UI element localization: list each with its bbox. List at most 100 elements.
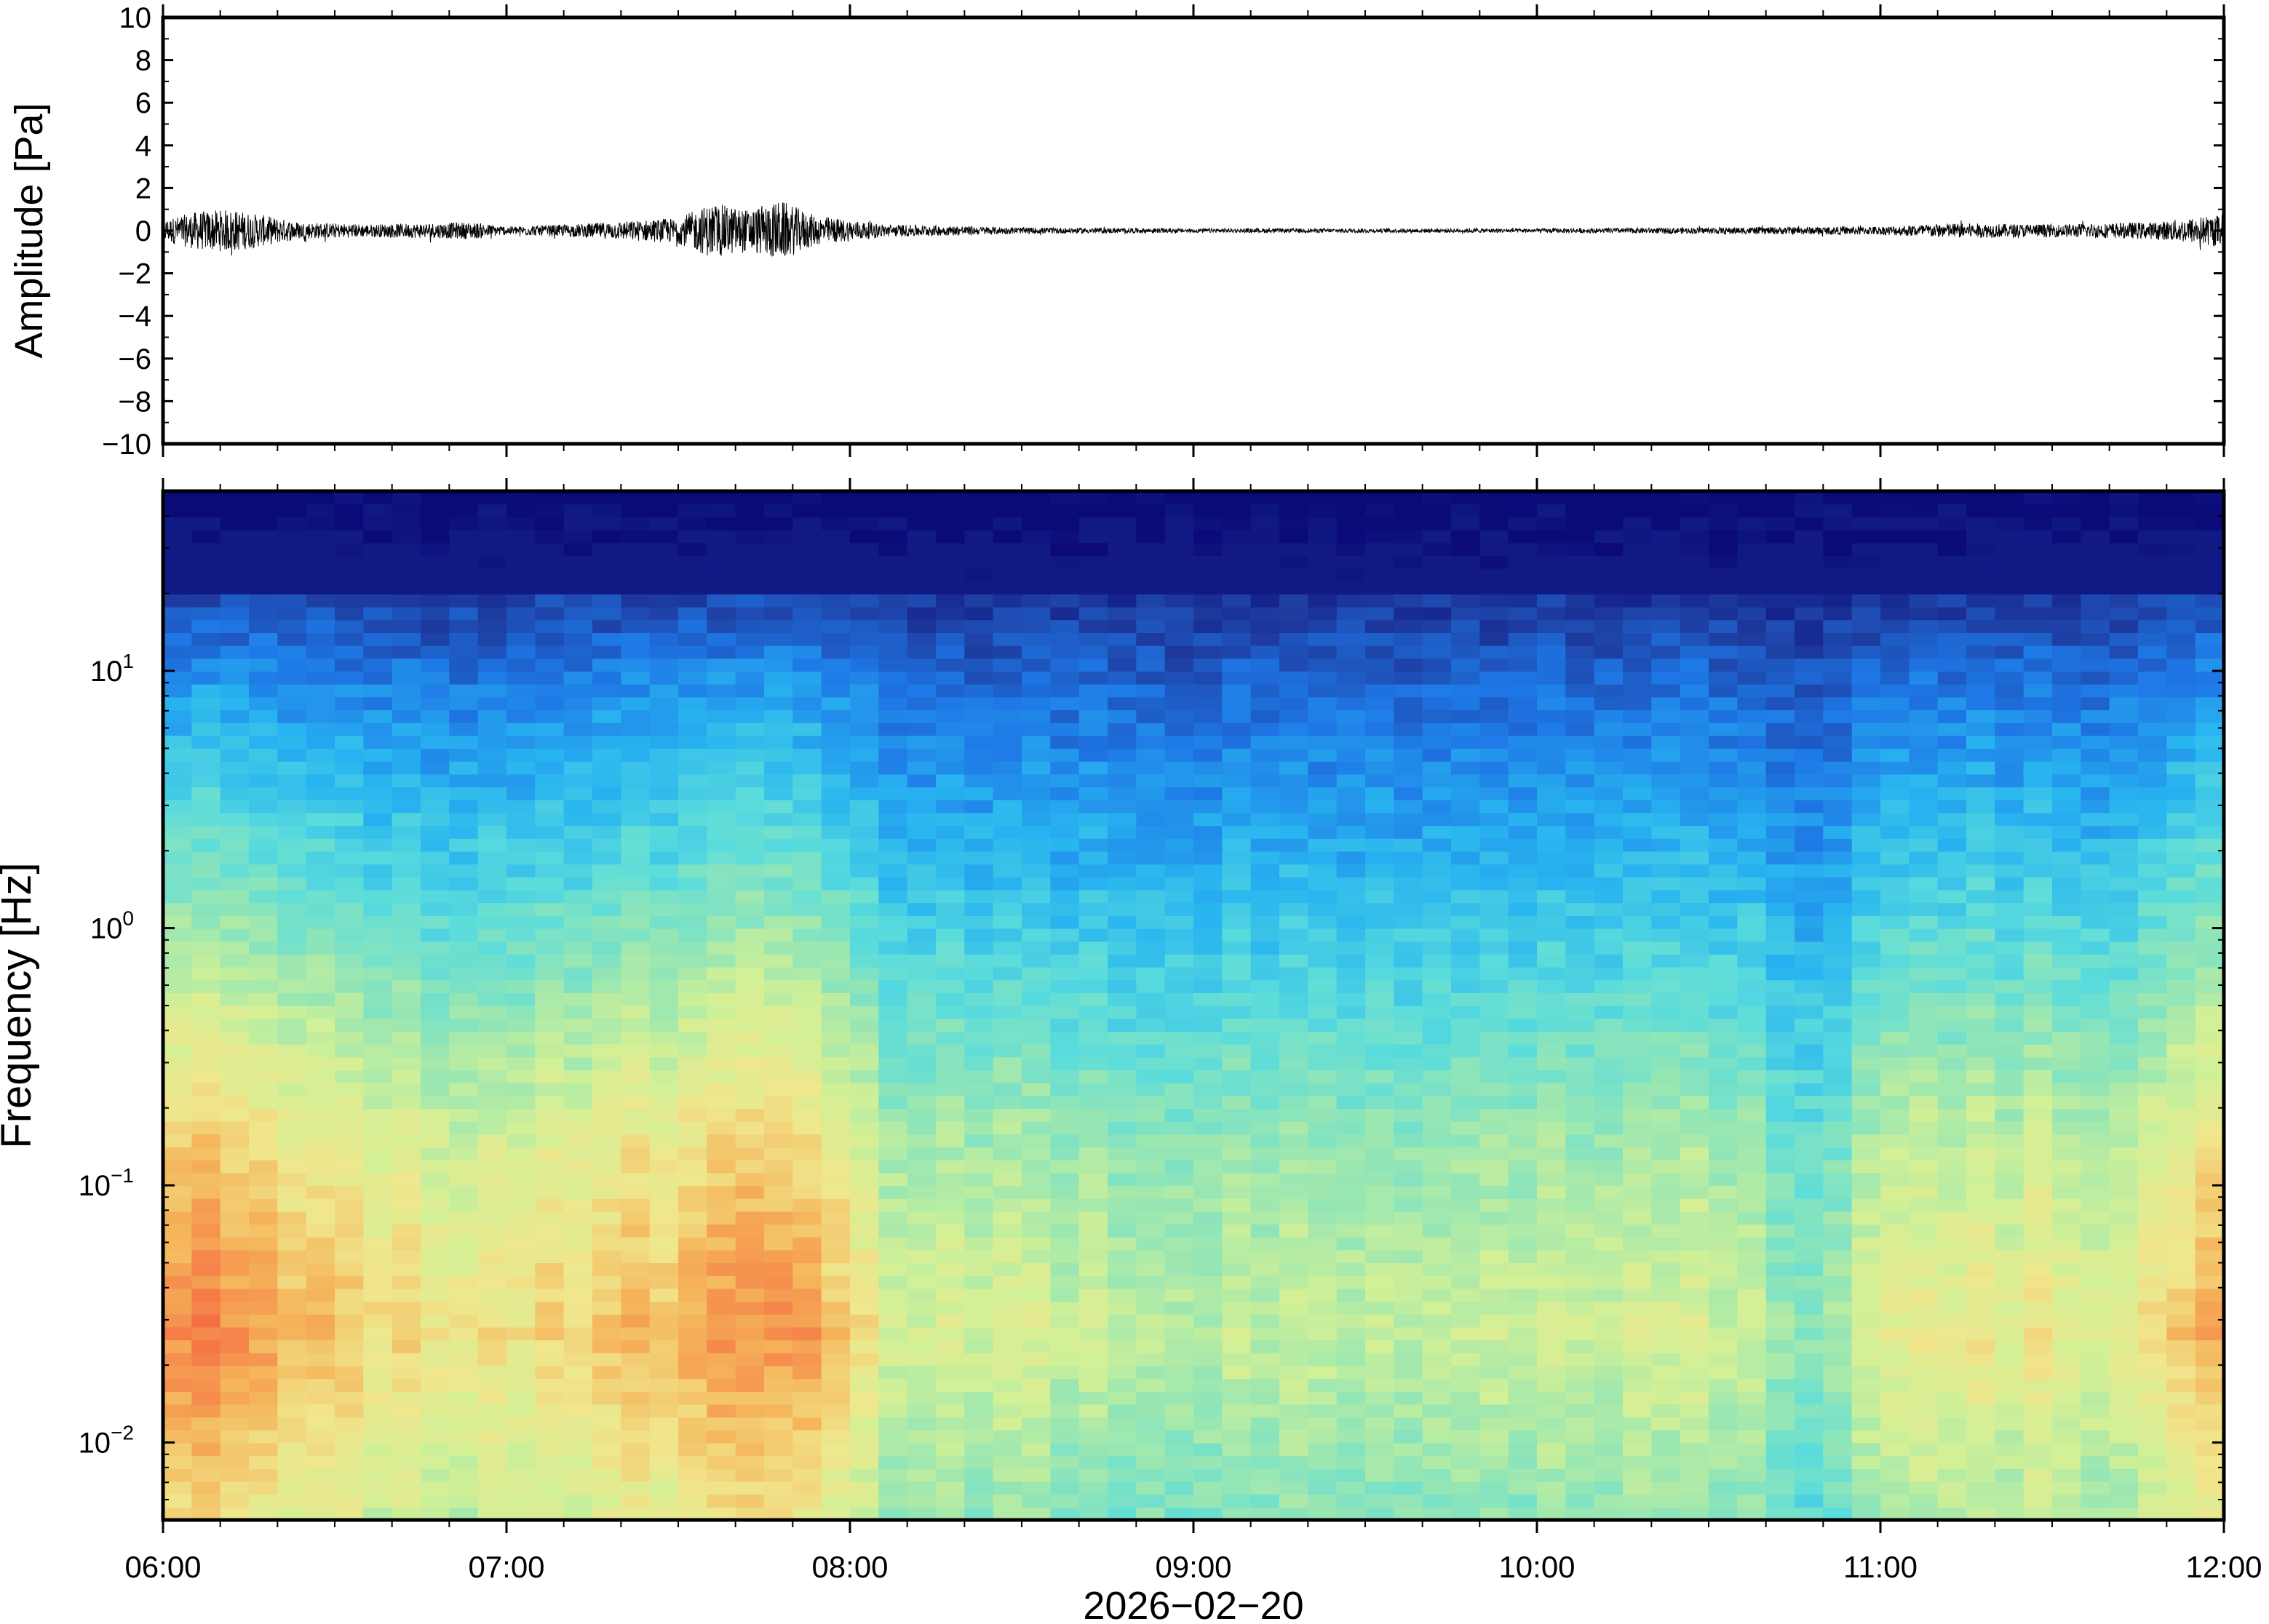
spectrogram-cell — [449, 671, 479, 685]
spectrogram-cell — [735, 1185, 765, 1199]
spectrogram-cell — [392, 723, 421, 736]
spectrogram-cell — [1108, 1314, 1137, 1328]
spectrogram-cell — [1250, 645, 1280, 659]
spectrogram-cell — [1279, 954, 1308, 968]
spectrogram-cell — [678, 696, 707, 711]
spectrogram-cell — [1680, 607, 1709, 621]
spectrogram-cell — [735, 1262, 765, 1276]
spectrogram-cell — [1765, 632, 1795, 646]
spectrogram-cell — [821, 1442, 851, 1457]
spectrogram-cell — [1623, 709, 1652, 723]
spectrogram-cell — [621, 1365, 651, 1380]
spectrogram-cell — [1222, 645, 1252, 659]
spectrogram-cell — [1851, 1288, 1881, 1302]
spectrogram-cell — [306, 619, 335, 634]
spectrogram-cell — [1422, 1326, 1452, 1341]
spectrogram-cell — [363, 1185, 393, 1199]
spectrogram-cell — [936, 812, 965, 827]
spectrogram-cell — [1193, 491, 1223, 505]
spectrogram-cell — [1136, 979, 1166, 993]
spectrogram-cell — [592, 1237, 621, 1251]
spectrogram-cell — [392, 1198, 421, 1212]
spectrogram-cell — [363, 1095, 393, 1109]
spectrogram-cell — [1336, 1301, 1366, 1315]
spectrogram-cell — [936, 581, 965, 594]
spectrogram-cell — [821, 1262, 851, 1276]
spectrogram-cell — [1279, 696, 1308, 711]
spectrogram-cell — [1851, 619, 1881, 634]
spectrogram-cell — [1193, 1160, 1223, 1174]
spectrogram-cell — [1565, 607, 1595, 621]
spectrogram-cell — [1565, 568, 1595, 582]
spectrogram-cell — [1279, 607, 1308, 621]
spectrogram-cell — [1050, 581, 1080, 594]
spectrogram-cell — [1394, 915, 1423, 929]
spectrogram-cell — [993, 992, 1022, 1006]
spectrogram-cell — [1365, 696, 1394, 711]
spectrogram-cell — [1737, 1044, 1767, 1058]
spectrogram-cell — [1795, 1160, 1824, 1174]
spectrogram-cell — [335, 1507, 364, 1521]
spectrogram-cell — [1880, 1160, 1910, 1174]
spectrogram-cell — [936, 503, 965, 517]
spectrogram-cell — [821, 1211, 851, 1225]
spectrogram-cell — [592, 928, 621, 942]
spectrogram-cell — [1050, 632, 1080, 646]
spectrogram-cell — [220, 581, 250, 594]
spectrogram-cell — [1765, 709, 1795, 723]
spectrogram-cell — [563, 517, 593, 530]
spectrogram-cell — [1623, 812, 1652, 827]
spectrogram-cell — [735, 1301, 765, 1315]
spectrogram-cell — [277, 915, 307, 929]
spectrogram-cell — [535, 1070, 565, 1083]
spectrogram-cell — [1336, 594, 1366, 608]
spectrogram-cell — [993, 915, 1022, 929]
spectrogram-cell — [535, 966, 565, 981]
spectrogram-cell — [1078, 1044, 1108, 1058]
spectrogram-cell — [1795, 1121, 1824, 1135]
spectrogram-cell — [1651, 1288, 1681, 1302]
spectrogram-cell — [964, 889, 994, 904]
spectrogram-cell — [277, 1430, 307, 1444]
spectrogram-cell — [1022, 902, 1051, 916]
spectrogram-cell — [1308, 1249, 1338, 1264]
spectrogram-cell — [1479, 735, 1509, 749]
spectrogram-cell — [1823, 825, 1853, 839]
spectrogram-cell — [1164, 748, 1194, 762]
spectrogram-cell — [1623, 1378, 1652, 1392]
spectrogram-cell — [363, 491, 393, 505]
spectrogram-cell — [964, 979, 994, 993]
spectrogram-cell — [1651, 1006, 1681, 1019]
spectrogram-cell — [1795, 1275, 1824, 1289]
spectrogram-cell — [707, 979, 736, 993]
spectrogram-cell — [1823, 1006, 1853, 1019]
spectrogram-cell — [1365, 1031, 1394, 1045]
spectrogram-cell — [163, 1301, 192, 1315]
spectrogram-cell — [1394, 864, 1423, 877]
spectrogram-cell — [649, 889, 679, 904]
spectrogram-cell — [1765, 966, 1795, 981]
spectrogram-cell — [392, 812, 421, 827]
spectrogram-cell — [1308, 877, 1338, 891]
spectrogram-cell — [1164, 1198, 1194, 1212]
spectrogram-cell — [1164, 1224, 1194, 1238]
spectrogram-cell — [707, 723, 736, 736]
spectrogram-cell — [363, 1031, 393, 1045]
spectrogram-cell — [421, 1507, 450, 1521]
spectrogram-cell — [1336, 1417, 1366, 1430]
spectrogram-cell — [907, 1430, 937, 1444]
spectrogram-cell — [563, 1185, 593, 1199]
spectrogram-cell — [878, 671, 908, 685]
spectrogram-cell — [1336, 1056, 1366, 1070]
spectrogram-cell — [1651, 992, 1681, 1006]
spectrogram-cell — [477, 1006, 507, 1019]
spectrogram-cell — [1250, 696, 1280, 711]
spectrogram-cell — [621, 1224, 651, 1238]
spectrogram-cell — [1709, 1430, 1738, 1444]
spectrogram-cell — [1594, 1391, 1624, 1405]
spectrogram-cell — [1765, 1378, 1795, 1392]
spectrogram-cell — [1164, 1121, 1194, 1135]
spectrogram-cell — [1136, 1018, 1166, 1032]
spectrogram-cell — [1222, 658, 1252, 672]
spectrogram-cell — [191, 555, 221, 569]
